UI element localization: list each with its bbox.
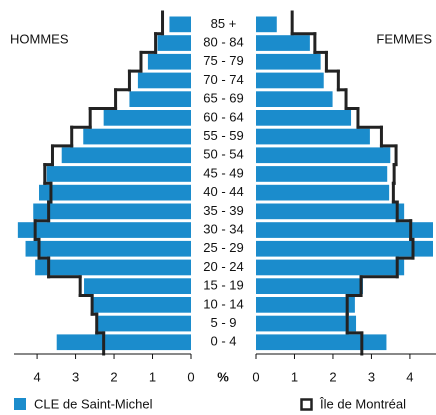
age-label: 70 - 74 xyxy=(203,72,243,87)
bar xyxy=(256,91,333,107)
age-label: 60 - 64 xyxy=(203,109,243,124)
age-label: 45 - 49 xyxy=(203,165,243,180)
x-tick-label-right: 1 xyxy=(291,369,298,384)
age-label: 55 - 59 xyxy=(203,128,243,143)
bar xyxy=(33,203,191,220)
left-title: HOMMES xyxy=(10,31,69,46)
age-label: 40 - 44 xyxy=(203,184,243,199)
age-label: 5 - 9 xyxy=(210,315,236,330)
legend-swatch xyxy=(14,398,26,410)
x-tick-label-right: 0 xyxy=(252,369,259,384)
bar xyxy=(39,184,192,201)
x-tick-label-right: 4 xyxy=(406,369,413,384)
bar xyxy=(256,259,405,276)
bar xyxy=(92,297,191,313)
age-label: 30 - 34 xyxy=(203,221,243,236)
bar xyxy=(129,91,191,107)
age-label: 35 - 39 xyxy=(203,203,243,218)
bar xyxy=(103,110,191,126)
x-tick-label-left: 2 xyxy=(110,369,117,384)
bar xyxy=(256,334,387,351)
bar xyxy=(256,297,355,313)
bar xyxy=(56,334,191,351)
bar xyxy=(84,278,191,294)
bar xyxy=(256,240,433,257)
bar xyxy=(256,203,405,220)
bar xyxy=(256,222,433,238)
bar xyxy=(256,278,363,294)
bar xyxy=(157,35,191,51)
legend-label: CLE de Saint-Michel xyxy=(34,396,153,411)
bar xyxy=(256,315,357,332)
bar xyxy=(46,166,192,182)
bar xyxy=(256,16,277,33)
age-label: 50 - 54 xyxy=(203,147,243,162)
age-label: 85 + xyxy=(211,16,237,31)
legend-swatch xyxy=(300,398,313,411)
bar xyxy=(96,315,191,332)
bar xyxy=(169,16,191,33)
bar xyxy=(256,166,388,182)
x-tick-label-left: 4 xyxy=(33,369,40,384)
bar xyxy=(61,147,191,164)
bar xyxy=(256,128,370,145)
bar xyxy=(83,128,191,145)
age-label: 20 - 24 xyxy=(203,259,243,274)
axis-label: % xyxy=(217,369,229,384)
bar xyxy=(256,53,321,70)
bar xyxy=(256,35,310,51)
age-label: 15 - 19 xyxy=(203,278,243,293)
bar xyxy=(256,184,390,201)
x-tick-label-left: 0 xyxy=(187,369,194,384)
x-tick-label-left: 3 xyxy=(72,369,79,384)
x-tick-label-right: 2 xyxy=(329,369,336,384)
x-tick-label-left: 1 xyxy=(149,369,156,384)
legend-label: Île de Montréal xyxy=(319,396,406,411)
bar xyxy=(256,147,391,164)
age-label: 10 - 14 xyxy=(203,296,243,311)
age-label: 0 - 4 xyxy=(210,334,236,349)
right-title: FEMMES xyxy=(376,31,432,46)
bar xyxy=(256,110,352,126)
bar xyxy=(17,222,192,238)
x-tick-label-right: 3 xyxy=(368,369,375,384)
bar xyxy=(256,72,324,89)
age-label: 75 - 79 xyxy=(203,53,243,68)
bar xyxy=(137,72,191,89)
age-label: 80 - 84 xyxy=(203,34,243,49)
bar xyxy=(35,259,192,276)
bar xyxy=(147,53,191,70)
age-label: 65 - 69 xyxy=(203,91,243,106)
age-label: 25 - 29 xyxy=(203,240,243,255)
bar xyxy=(25,240,192,257)
